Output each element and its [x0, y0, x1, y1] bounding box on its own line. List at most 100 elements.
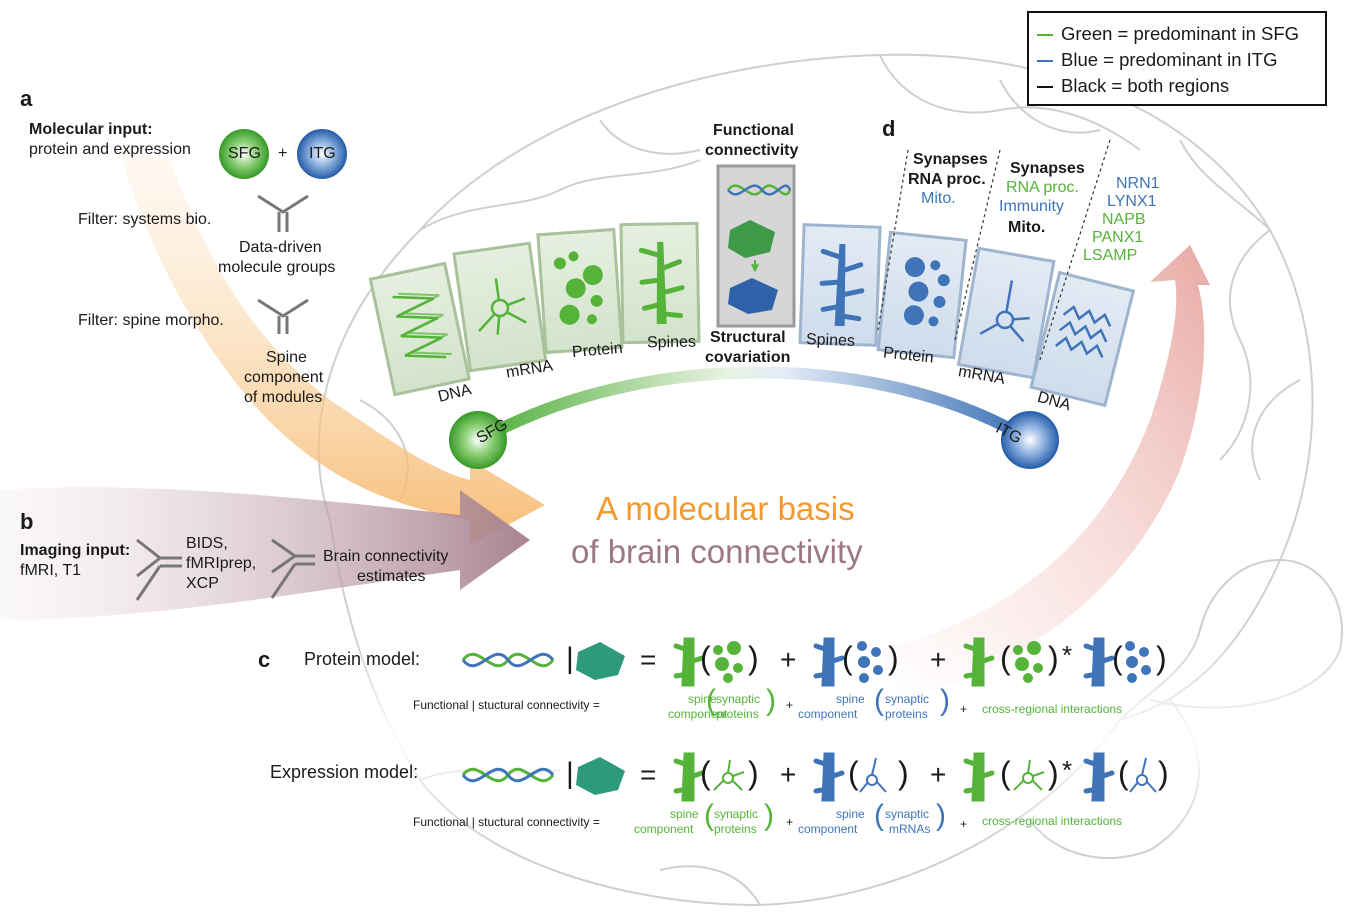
card-spines-sfg [619, 221, 701, 345]
eq2-times: * [1062, 755, 1073, 785]
tools-line2: fMRIprep, [186, 555, 257, 572]
eq1-syn2-line1: synaptic [885, 692, 930, 706]
eq2-syn1-line1: synaptic [714, 807, 759, 821]
eq2-equals: = [640, 759, 657, 790]
eq2-paren-open-1: ( [700, 755, 711, 791]
molecular-input-label: Molecular input: [29, 121, 153, 138]
eq2-cross: cross-regional interactions [982, 814, 1123, 828]
sc-line1: Structural [710, 329, 786, 346]
eq1-paren-close-4: ) [1156, 640, 1167, 676]
panel-b-letter: b [20, 509, 34, 534]
filter-systems-label: Filter: systems bio. [78, 211, 212, 228]
eq2-syn2-line2: mRNAs [889, 822, 931, 836]
input-plus: + [278, 145, 288, 162]
eq2-paren-close-4: ) [1158, 755, 1169, 791]
card-mrna-itg [956, 246, 1056, 380]
eq1-equals: = [640, 644, 657, 675]
imaging-input-sub: fMRI, T1 [20, 562, 82, 579]
eq2-sub-paren-open-1: ( [704, 799, 714, 832]
panel-a-letter: a [20, 86, 33, 111]
legend-box: Green = predominant in SFG Blue = predom… [1027, 11, 1327, 106]
tools-line3: XCP [186, 575, 219, 592]
expression-model-label: Expression model: [270, 762, 419, 782]
itg-input-circle [297, 129, 347, 179]
eq2-sub-paren-open-2: ( [874, 799, 884, 832]
eq1-sub-paren-open-2: ( [874, 684, 884, 717]
itg-node [1001, 411, 1059, 469]
legend-label-green: Green = predominant in SFG [1061, 23, 1300, 44]
eq2-spine1-line1: spine [670, 807, 699, 821]
eq2-lhs: Functional | stuctural connectivity = [413, 815, 600, 829]
eq2-sub-paren-close-2: ) [936, 799, 946, 832]
eq1-paren-close-3: ) [1048, 640, 1059, 676]
eq2-paren-open-2: ( [848, 755, 859, 791]
col1-synapses: Synapses [913, 151, 988, 168]
filter-icon [135, 194, 315, 601]
gene-nrn1: NRN1 [1116, 175, 1160, 192]
sfg-input-circle [219, 129, 269, 179]
eq1-small-plus-2: + [960, 702, 968, 716]
card-protein-sfg [536, 227, 624, 355]
title-line1: A molecular basis [596, 490, 855, 527]
title-line2: of brain connectivity [571, 533, 863, 570]
eq1-paren-close-2: ) [888, 640, 899, 676]
filter-spine-label: Filter: spine morpho. [78, 312, 224, 329]
col1-rna: RNA proc. [908, 171, 986, 188]
col1-mito: Mito. [921, 190, 956, 207]
eq2-bar: | [566, 757, 574, 790]
col2-rna: RNA proc. [1006, 179, 1079, 196]
gene-napb: NAPB [1102, 211, 1146, 228]
eq2-plus-1: + [780, 759, 797, 790]
eq2-paren-close-2: ) [898, 755, 909, 791]
eq1-sub-paren-close-1: ) [766, 684, 776, 717]
eq1-spine1-line2: component [668, 707, 728, 721]
eq2-small-plus-1: + [786, 815, 794, 829]
eq1-syn1-line2: proteins [716, 707, 759, 721]
eq1-syn1-line1: synaptic [716, 692, 761, 706]
spine-line2: component [244, 369, 324, 386]
molecular-flow-arrow [120, 150, 545, 545]
eq1-paren-open-4: ( [1112, 640, 1123, 676]
eq2-paren-open-3: ( [1000, 755, 1011, 791]
sfg-node [449, 411, 507, 469]
category-separators [877, 139, 1111, 361]
eq2-sub-paren-close-1: ) [764, 799, 774, 832]
eq2-small-plus-2: + [960, 817, 968, 831]
eq1-paren-open-3: ( [1000, 640, 1011, 676]
col2-mito: Mito. [1008, 219, 1046, 236]
legend-item-blue: Blue = predominant in ITG [1037, 48, 1277, 72]
eq2-spine2-line1: spine [836, 807, 865, 821]
card-dna-sfg [368, 261, 472, 397]
eq2-syn1-line2: proteins [714, 822, 757, 836]
eq1-paren-close-1: ) [748, 640, 759, 676]
equation-icons [461, 637, 1157, 802]
eq1-plus-2: + [930, 644, 947, 675]
col2-synapses: Synapses [1010, 160, 1085, 177]
eq1-sub-paren-close-2: ) [940, 684, 950, 717]
eq2-paren-open-4: ( [1118, 755, 1129, 791]
card-label-spines-itg: Spines [805, 331, 856, 350]
eq1-spine1-line1: spine [688, 692, 717, 706]
eq2-spine2-line2: component [798, 822, 858, 836]
card-connectivity [716, 164, 796, 328]
eq1-sub-paren-open-1: ( [706, 684, 716, 717]
groups-line2: molecule groups [218, 259, 336, 276]
sfg-input-label: SFG [228, 145, 261, 162]
eq1-spine2-line1: spine [836, 692, 865, 706]
eq2-syn2-line1: synaptic [885, 807, 930, 821]
tools-line1: BIDS, [186, 535, 228, 552]
eq1-syn2-line2: proteins [885, 707, 928, 721]
imaging-flow-arrow [0, 487, 530, 620]
eq1-small-plus-1: + [786, 698, 794, 712]
imaging-input-label: Imaging input: [20, 542, 131, 559]
gene-lsamp: LSAMP [1083, 247, 1138, 264]
eq1-paren-open-1: ( [700, 640, 711, 676]
estimates-line1: Brain connectivity [323, 548, 449, 565]
card-mrna-sfg [452, 241, 548, 373]
eq2-spine1-line2: component [634, 822, 694, 836]
eq1-cross: cross-regional interactions [982, 702, 1123, 716]
card-spines-itg [798, 223, 882, 347]
spine-line3: of modules [244, 389, 323, 406]
legend-item-green: Green = predominant in SFG [1037, 22, 1299, 46]
